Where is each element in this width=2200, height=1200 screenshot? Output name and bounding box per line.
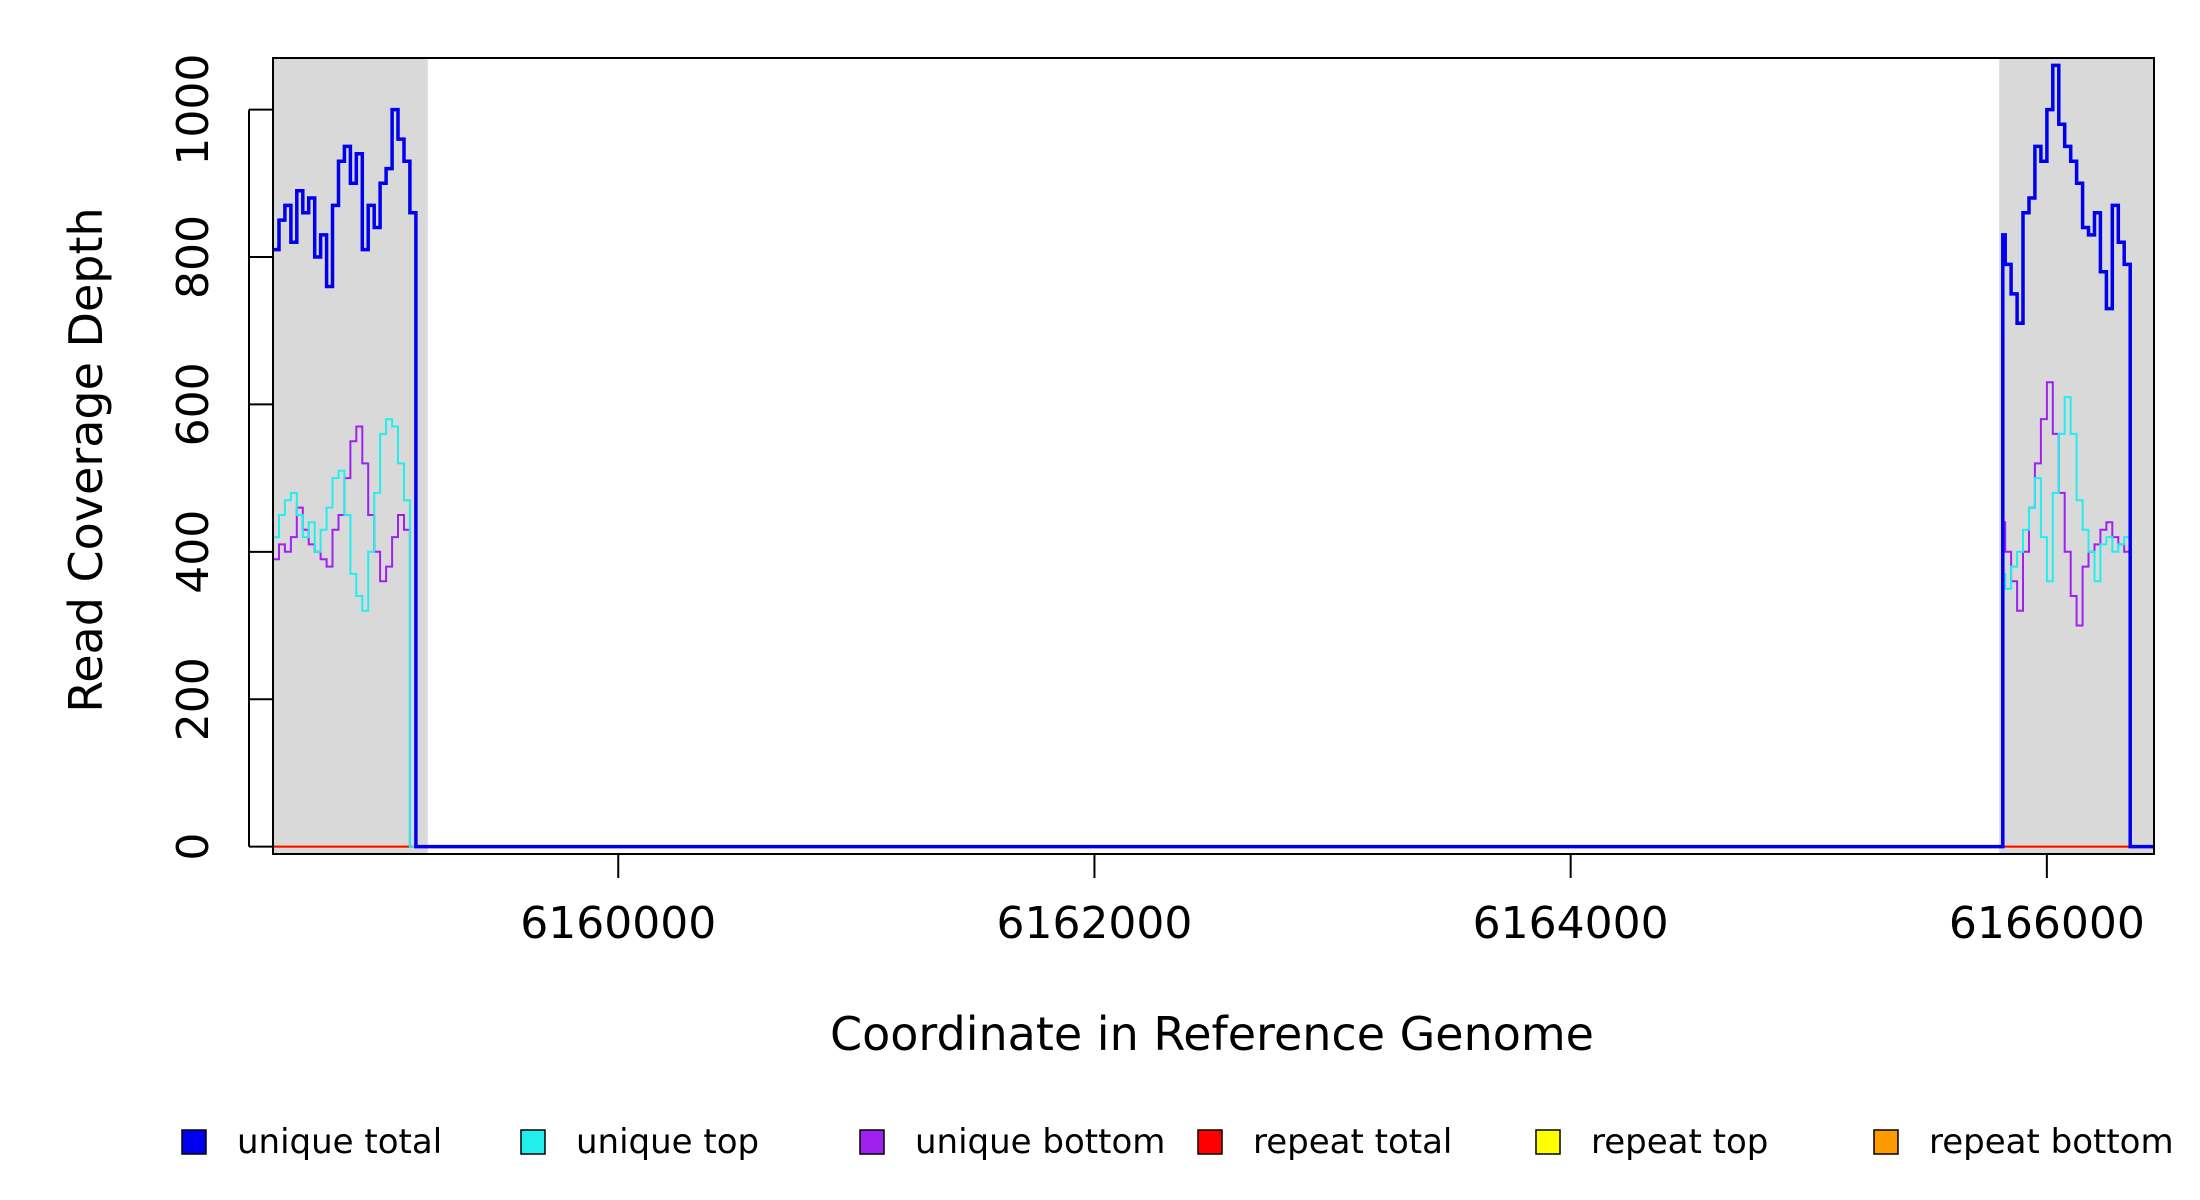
x-tick-label: 6166000	[1949, 898, 2145, 949]
y-tick-label: 800	[168, 215, 219, 299]
legend-item-repeat-top: repeat top	[1535, 1122, 1768, 1162]
legend-label: unique total	[237, 1122, 442, 1162]
series-unique-bottom	[273, 381, 2154, 848]
legend-item-repeat-total: repeat total	[1197, 1122, 1452, 1162]
series-lines	[273, 63, 2154, 849]
x-axis: 6160000 6162000 6164000 6166000	[520, 854, 2145, 949]
y-tick-label: 0	[168, 833, 219, 861]
y-tick-label: 1000	[168, 54, 219, 166]
x-axis-title: Coordinate in Reference Genome	[830, 1007, 1594, 1061]
series-unique-total	[273, 63, 2154, 849]
legend-item-unique-top: unique top	[520, 1122, 759, 1162]
legend-swatch	[1197, 1129, 1223, 1155]
legend-label: repeat total	[1253, 1122, 1452, 1162]
legend-item-unique-bottom: unique bottom	[859, 1122, 1165, 1162]
legend-label: unique top	[576, 1122, 759, 1162]
y-tick-label: 400	[168, 510, 219, 594]
plot-frame	[272, 57, 2155, 855]
legend-swatch	[1873, 1129, 1899, 1155]
legend-item-unique-total: unique total	[181, 1122, 442, 1162]
legend: unique total unique top unique bottom repea…	[181, 1122, 2174, 1162]
y-tick-label: 200	[168, 657, 219, 741]
legend-swatch	[1535, 1129, 1561, 1155]
y-axis: 0 200 400 600 800 1000	[168, 54, 273, 861]
y-axis-title: Read Coverage Depth	[59, 207, 113, 712]
legend-swatch	[859, 1129, 885, 1155]
y-tick-label: 600	[168, 362, 219, 446]
legend-swatch	[520, 1129, 546, 1155]
series-unique-top	[273, 396, 2154, 848]
legend-label: repeat bottom	[1929, 1122, 2174, 1162]
shaded-regions	[273, 58, 2154, 854]
legend-label: repeat top	[1591, 1122, 1768, 1162]
x-tick-label: 6160000	[520, 898, 716, 949]
legend-label: unique bottom	[915, 1122, 1165, 1162]
legend-swatch	[181, 1129, 207, 1155]
x-tick-label: 6162000	[996, 898, 1192, 949]
x-tick-label: 6164000	[1473, 898, 1669, 949]
legend-item-repeat-bottom: repeat bottom	[1873, 1122, 2174, 1162]
